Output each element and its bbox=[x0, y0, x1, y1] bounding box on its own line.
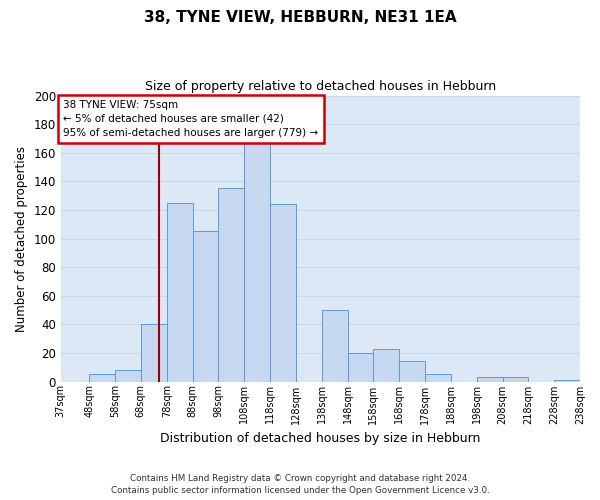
Bar bbox=[270, 204, 296, 382]
Text: 38, TYNE VIEW, HEBBURN, NE31 1EA: 38, TYNE VIEW, HEBBURN, NE31 1EA bbox=[143, 10, 457, 25]
Bar bbox=[167, 203, 193, 382]
Bar bbox=[554, 380, 580, 382]
Bar bbox=[425, 374, 451, 382]
Title: Size of property relative to detached houses in Hebburn: Size of property relative to detached ho… bbox=[145, 80, 496, 93]
Bar bbox=[89, 374, 115, 382]
X-axis label: Distribution of detached houses by size in Hebburn: Distribution of detached houses by size … bbox=[160, 432, 481, 445]
Bar bbox=[218, 188, 244, 382]
Text: 38 TYNE VIEW: 75sqm
← 5% of detached houses are smaller (42)
95% of semi-detache: 38 TYNE VIEW: 75sqm ← 5% of detached hou… bbox=[64, 100, 319, 138]
Bar bbox=[244, 142, 270, 382]
Bar bbox=[115, 370, 141, 382]
Bar bbox=[373, 348, 399, 382]
Bar bbox=[503, 377, 529, 382]
Bar bbox=[347, 353, 373, 382]
Bar bbox=[193, 232, 218, 382]
Bar bbox=[399, 362, 425, 382]
Bar bbox=[476, 377, 503, 382]
Bar bbox=[322, 310, 347, 382]
Bar bbox=[141, 324, 167, 382]
Y-axis label: Number of detached properties: Number of detached properties bbox=[15, 146, 28, 332]
Text: Contains HM Land Registry data © Crown copyright and database right 2024.
Contai: Contains HM Land Registry data © Crown c… bbox=[110, 474, 490, 495]
